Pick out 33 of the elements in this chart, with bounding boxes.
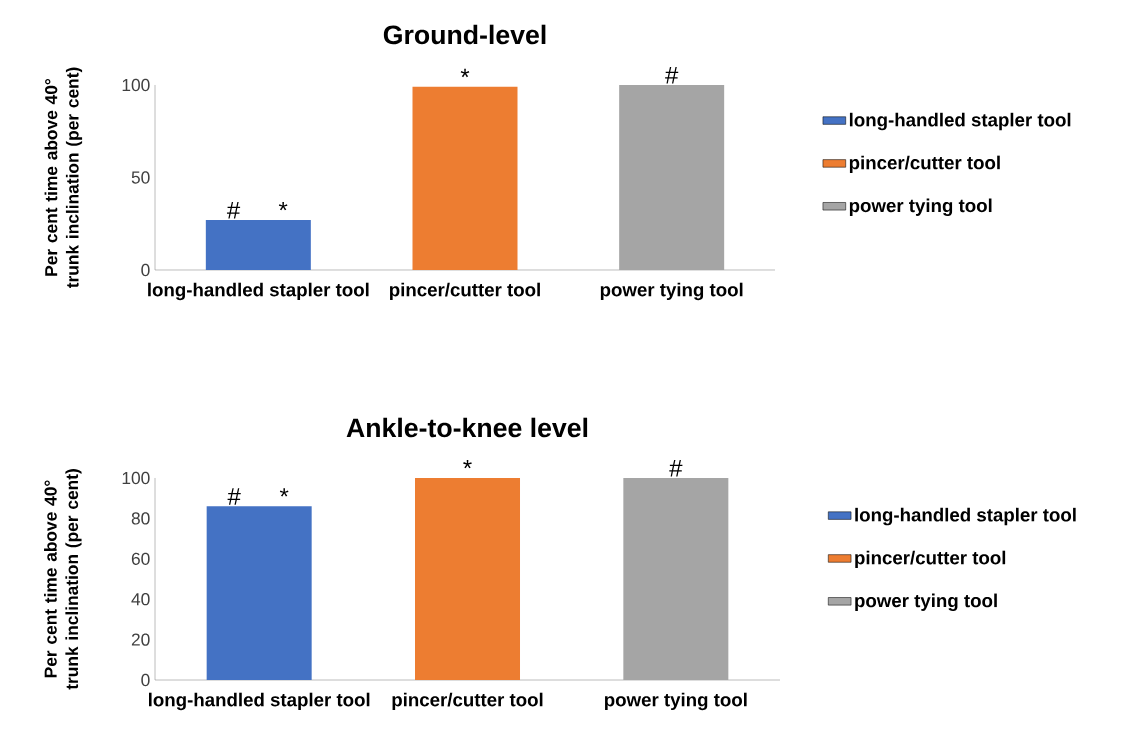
- annotation: #: [227, 488, 241, 505]
- legend-label: pincer/cutter tool: [855, 550, 1006, 569]
- legend-label: long-handled stapler tool: [849, 112, 1071, 131]
- x-tick-label: power tying tool: [600, 282, 743, 301]
- x-tick-label: pincer/cutter tool: [392, 692, 543, 711]
- legend-label: long-handled stapler tool: [855, 507, 1076, 526]
- y-axis-title: Per cent time above 40° trunk inclination (per cent): [44, 469, 82, 690]
- annotation: #: [226, 202, 241, 219]
- annotation: *: [460, 68, 470, 78]
- y-axis-title: Per cent time above 40° trunk inclination (per cent): [44, 67, 83, 289]
- annotation: *: [463, 459, 472, 469]
- annotation: #: [669, 459, 683, 477]
- x-tick-label: pincer/cutter tool: [390, 282, 540, 301]
- y-tick-label: 40: [131, 593, 150, 606]
- chart-title: Ankle-to-knee level: [346, 417, 588, 438]
- x-tick-label: long-handled stapler tool: [148, 282, 369, 301]
- y-tick-label: 0: [141, 673, 150, 687]
- y-tick-label: 100: [122, 78, 150, 92]
- x-tick-label: power tying tool: [605, 692, 747, 711]
- y-tick-label: 0: [141, 263, 150, 277]
- chart-title: Ground-level: [383, 24, 546, 45]
- y-tick-label: 50: [131, 171, 150, 184]
- y-tick-label: 20: [131, 633, 150, 646]
- y-tick-label: 100: [122, 471, 150, 485]
- annotation: *: [279, 488, 289, 497]
- legend-label: pincer/cutter tool: [849, 155, 1000, 174]
- y-tick-label: 60: [131, 552, 150, 565]
- y-tick-label: 80: [131, 512, 150, 525]
- legend-label: power tying tool: [855, 593, 997, 612]
- legend-label: power tying tool: [849, 198, 992, 216]
- annotation: #: [665, 66, 679, 84]
- x-tick-label: long-handled stapler tool: [148, 692, 370, 711]
- annotation: *: [278, 201, 288, 211]
